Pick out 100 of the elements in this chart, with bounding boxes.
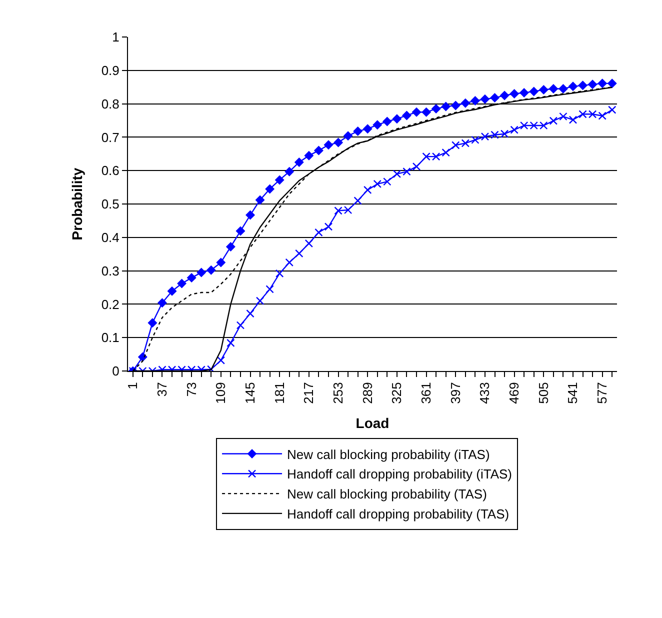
y-tick-label: 0: [112, 364, 120, 379]
y-tick-label: 0.7: [101, 130, 120, 145]
x-tick-label: 181: [272, 382, 287, 404]
point: [138, 352, 148, 362]
point: [510, 126, 518, 134]
point: [559, 112, 568, 121]
point: [578, 80, 588, 90]
point: [549, 116, 558, 125]
point: [412, 162, 421, 171]
point: [177, 278, 186, 288]
point: [364, 186, 372, 194]
point: [470, 96, 480, 106]
x-tick-label: 325: [389, 382, 404, 404]
point: [275, 269, 284, 278]
point: [480, 132, 490, 141]
point: [353, 126, 362, 136]
point: [246, 210, 255, 220]
y-tick-label: 0.3: [101, 263, 120, 278]
point: [598, 112, 606, 120]
x-tick-label: 253: [330, 382, 346, 404]
point: [196, 268, 206, 277]
point: [334, 138, 343, 148]
point: [392, 170, 402, 178]
point: [226, 242, 236, 252]
point: [490, 93, 500, 102]
point: [256, 195, 265, 204]
point: [314, 228, 323, 236]
point: [324, 222, 333, 231]
point: [608, 78, 617, 88]
point: [295, 249, 304, 258]
x-tick-label: 109: [213, 382, 228, 404]
point: [187, 273, 196, 282]
y-axis-title: Probability: [68, 168, 85, 240]
y-tick-label: 0.6: [101, 163, 120, 178]
point: [588, 80, 598, 89]
x-tick-label: 361: [418, 382, 434, 404]
point: [441, 102, 450, 111]
point: [452, 141, 460, 150]
x-tick-label: 73: [184, 382, 199, 397]
point: [432, 104, 441, 114]
point: [265, 184, 274, 194]
point: [304, 151, 314, 160]
point: [266, 285, 274, 294]
y-tick-label: 0.9: [101, 62, 120, 78]
point: [294, 158, 304, 167]
point: [148, 318, 157, 328]
y-tick-label: 0.5: [101, 196, 120, 212]
point: [324, 140, 333, 150]
point: [226, 338, 235, 348]
point: [598, 78, 607, 88]
point: [236, 226, 245, 236]
point: [285, 258, 294, 267]
point: [392, 114, 402, 124]
point: [402, 110, 412, 120]
point: [256, 296, 264, 305]
point: [480, 94, 490, 104]
x-tick-label: 397: [448, 382, 463, 404]
point: [382, 117, 392, 126]
x-tick-label: 217: [301, 382, 316, 404]
point: [363, 124, 372, 134]
point: [275, 175, 284, 184]
y-tick-label: 0.2: [101, 296, 120, 312]
point: [216, 356, 226, 364]
x-axis-title: Load: [356, 415, 390, 432]
point: [460, 98, 470, 108]
point: [246, 309, 254, 318]
point: [442, 148, 450, 157]
point: [344, 131, 353, 140]
x-tick-label: 1: [125, 382, 140, 390]
legend-label: New call blocking probability (iTAS): [287, 446, 490, 462]
point: [558, 84, 568, 94]
y-tick-label: 0.4: [101, 230, 120, 245]
point: [168, 286, 177, 296]
x-tick-label: 433: [477, 382, 492, 404]
x-tick-label: 541: [565, 382, 580, 404]
point: [236, 321, 245, 330]
point: [314, 146, 324, 156]
point: [510, 89, 519, 98]
point: [608, 106, 616, 114]
point: [373, 180, 382, 188]
x-tick-label: 289: [360, 382, 375, 404]
point: [372, 120, 382, 130]
point: [284, 167, 294, 176]
point: [354, 196, 362, 205]
point: [451, 100, 460, 110]
point: [500, 90, 510, 100]
point: [568, 82, 578, 91]
y-tick-label: 1: [112, 30, 120, 45]
point: [216, 258, 226, 267]
point: [304, 239, 314, 248]
y-tick-label: 0.8: [101, 96, 120, 112]
legend-label: Handoff call dropping probability (iTAS): [287, 466, 512, 482]
y-tick-label: 0.1: [101, 330, 120, 346]
x-tick-label: 577: [594, 382, 610, 404]
point: [529, 86, 538, 96]
legend-label: New call blocking probability (TAS): [287, 486, 487, 502]
x-tick-label: 37: [154, 382, 170, 397]
point: [568, 116, 578, 124]
point: [402, 168, 411, 176]
point: [548, 84, 558, 94]
